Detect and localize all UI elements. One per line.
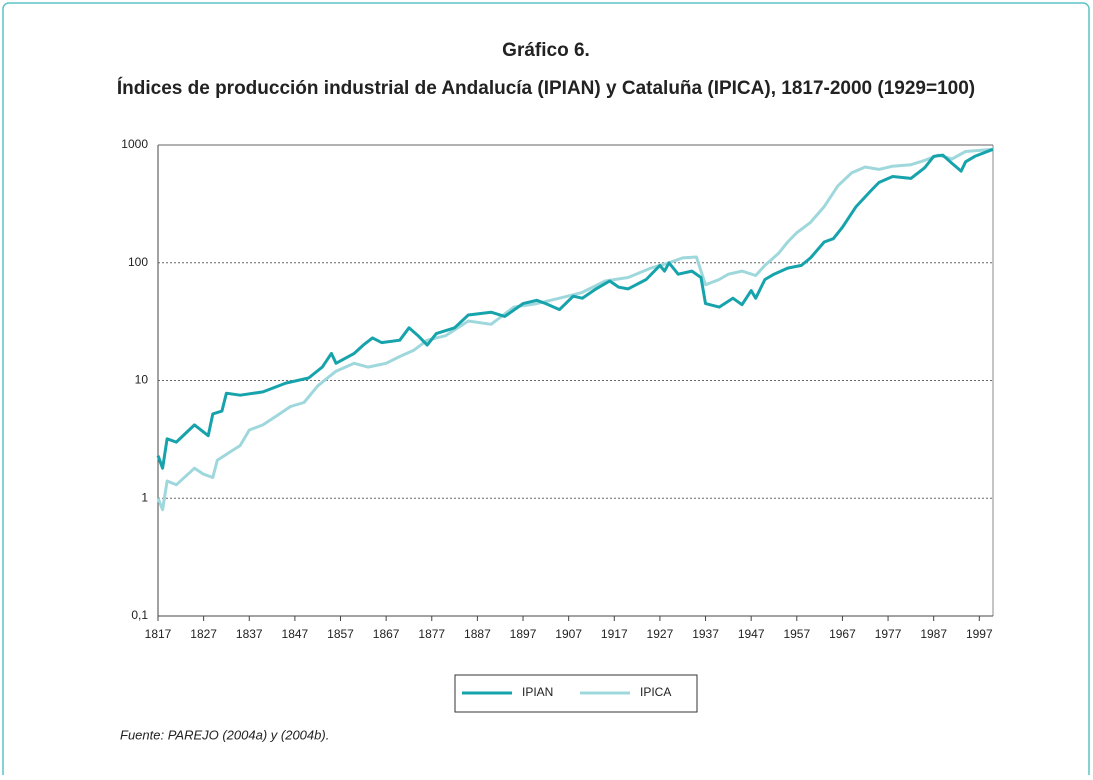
x-tick-label: 1847 xyxy=(282,627,309,641)
x-tick-label: 1997 xyxy=(966,627,993,641)
x-tick-label: 1867 xyxy=(373,627,400,641)
x-tick-label: 1837 xyxy=(236,627,263,641)
y-tick-label: 100 xyxy=(128,255,148,269)
y-tick-label: 1000 xyxy=(121,137,148,151)
data-line xyxy=(156,147,994,470)
x-tick-label: 1827 xyxy=(190,627,217,641)
x-tick-label: 1987 xyxy=(920,627,947,641)
y-tick-label: 0,1 xyxy=(131,608,148,622)
x-tick-label: 1917 xyxy=(601,627,628,641)
x-tick-label: 1947 xyxy=(738,627,765,641)
x-tick-label: 1857 xyxy=(327,627,354,641)
legend-label: IPICA xyxy=(640,685,671,699)
x-tick-label: 1937 xyxy=(692,627,719,641)
x-tick-label: 1907 xyxy=(555,627,582,641)
y-tick-label: 10 xyxy=(135,373,149,387)
x-tick-label: 1957 xyxy=(783,627,810,641)
x-tick-label: 1927 xyxy=(647,627,674,641)
chart-title: Gráfico 6. xyxy=(502,40,590,61)
x-tick-label: 1967 xyxy=(829,627,856,641)
x-tick-label: 1817 xyxy=(145,627,172,641)
legend: IPIAN IPICA xyxy=(454,674,698,713)
y-tick-label: 1 xyxy=(141,490,148,504)
data-line xyxy=(156,147,994,512)
legend-label: IPIAN xyxy=(522,685,553,699)
x-tick-label: 1897 xyxy=(510,627,537,641)
x-tick-label: 1877 xyxy=(418,627,445,641)
x-tick-label: 1887 xyxy=(464,627,491,641)
x-tick-label: 1977 xyxy=(875,627,902,641)
chart-subtitle: Índices de producción industrial de Anda… xyxy=(117,77,975,99)
source-note: Fuente: PAREJO (2004a) y (2004b). xyxy=(120,727,329,742)
